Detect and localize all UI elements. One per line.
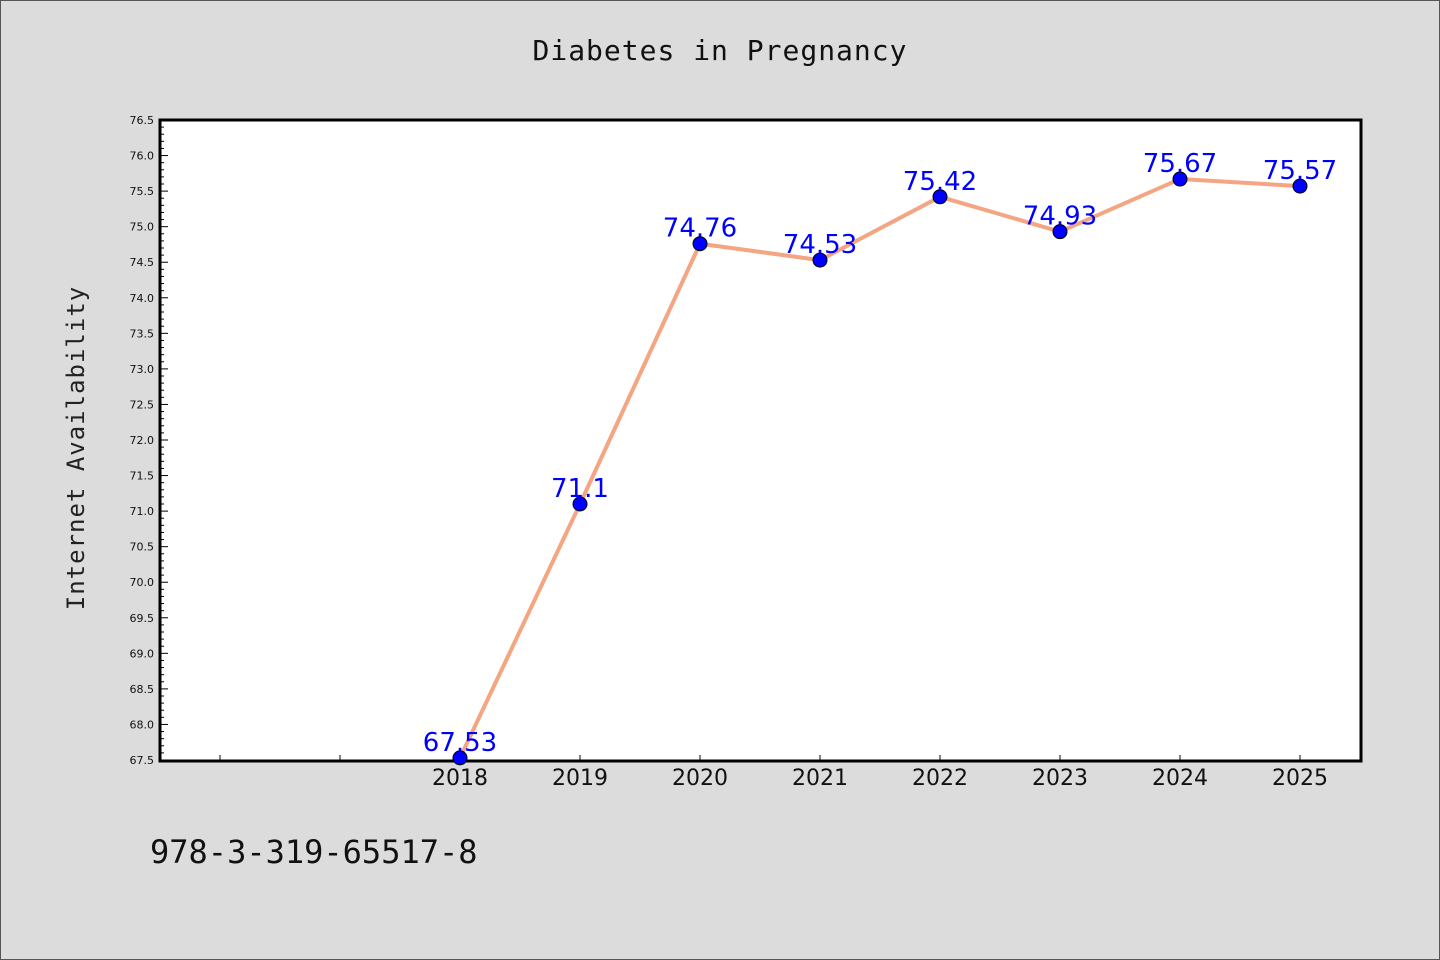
y-tick-label: 76.0 xyxy=(130,150,155,163)
data-label: 67.53 xyxy=(423,728,497,758)
y-tick-label: 74.0 xyxy=(130,292,155,305)
y-axis: 67.5 68.0 68.5 69.0 69.5 70.0 70.5 71.0 71.5 72.0… xyxy=(130,114,168,767)
y-tick-label: 68.5 xyxy=(130,683,155,696)
data-label: 75.57 xyxy=(1263,156,1337,186)
isbn-footnote: 978-3-319-65517-8 xyxy=(150,833,478,871)
plot-area xyxy=(158,118,1363,763)
x-tick-label: 2022 xyxy=(912,766,968,791)
y-tick-label: 74.5 xyxy=(130,256,155,269)
data-label: 74.53 xyxy=(783,230,857,260)
x-tick-label: 2025 xyxy=(1272,766,1328,791)
data-point xyxy=(812,252,828,268)
x-tick-label: 2019 xyxy=(552,766,608,791)
data-point xyxy=(1052,224,1068,240)
y-tick-label: 72.5 xyxy=(130,398,155,411)
y-tick-label: 72.0 xyxy=(130,434,155,447)
data-label: 74.93 xyxy=(1023,202,1097,232)
y-tick-label: 73.0 xyxy=(130,363,155,376)
y-tick-label: 75.0 xyxy=(130,221,155,234)
data-point xyxy=(692,236,708,252)
y-tick-label: 67.5 xyxy=(130,754,155,767)
x-tick-label: 2024 xyxy=(1152,766,1208,791)
data-label: 75.67 xyxy=(1143,149,1217,179)
data-label-layer: 67.53 71.1 74.76 74.53 75.42 74.93 75.67 75.57 xyxy=(423,149,1337,758)
data-label: 75.42 xyxy=(903,167,977,197)
x-tick-label: 2021 xyxy=(792,766,848,791)
y-tick-label: 70.0 xyxy=(130,576,155,589)
y-tick-label: 69.0 xyxy=(130,647,155,660)
y-tick-label: 76.5 xyxy=(130,114,155,127)
y-tick-label: 69.5 xyxy=(130,612,155,625)
series-layer xyxy=(452,171,1308,766)
data-label: 71.1 xyxy=(551,474,609,504)
x-tick-label: 2023 xyxy=(1032,766,1088,791)
x-tick-label: 2018 xyxy=(432,766,488,791)
data-point xyxy=(1172,171,1188,187)
y-tick-label: 73.5 xyxy=(130,327,155,340)
data-point xyxy=(452,750,468,766)
y-tick-label: 70.5 xyxy=(130,541,155,554)
y-tick-label: 68.0 xyxy=(130,718,155,731)
x-tick-label: 2020 xyxy=(672,766,728,791)
data-point xyxy=(572,496,588,512)
x-axis: 2018 2019 2020 2021 2022 2023 2024 2025 xyxy=(219,755,1328,791)
data-point xyxy=(932,189,948,205)
y-tick-label: 71.5 xyxy=(130,470,155,483)
y-tick-label: 75.5 xyxy=(130,185,155,198)
chart-title: Diabetes in Pregnancy xyxy=(532,34,908,67)
y-tick-label: 71.0 xyxy=(130,505,155,518)
data-label: 74.76 xyxy=(663,214,737,244)
series-line xyxy=(458,177,1301,759)
data-point xyxy=(1292,178,1308,194)
